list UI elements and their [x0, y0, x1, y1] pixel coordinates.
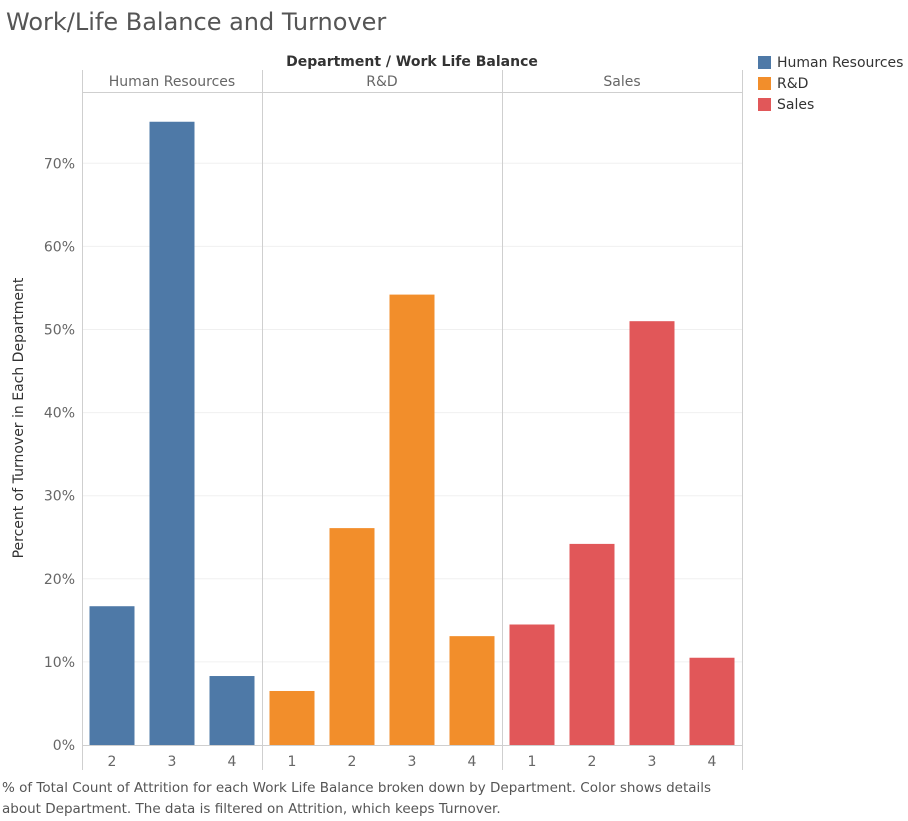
x-tick-label: 4 — [228, 754, 237, 770]
bar — [449, 636, 495, 745]
x-tick-label: 4 — [468, 754, 477, 770]
legend-label: Sales — [777, 96, 815, 113]
bar — [209, 676, 255, 745]
bar — [629, 321, 675, 745]
x-tick-label: 3 — [408, 754, 417, 770]
bar — [269, 690, 315, 745]
y-tick-label: 70% — [44, 156, 75, 172]
chart-title: Work/Life Balance and Turnover — [6, 8, 387, 36]
bar — [569, 543, 615, 745]
legend-swatch-sales — [758, 98, 771, 111]
y-tick-label: 20% — [44, 572, 75, 588]
y-tick-label: 40% — [44, 406, 75, 422]
panel-header-title: Department / Work Life Balance — [286, 54, 538, 70]
x-tick-label: 1 — [288, 754, 297, 770]
legend-label: R&D — [777, 75, 809, 92]
x-tick-label: 2 — [348, 754, 357, 770]
bar — [329, 528, 375, 745]
y-tick-label: 50% — [44, 323, 75, 339]
bar — [689, 657, 735, 745]
legend: Human Resources R&D Sales — [758, 52, 903, 115]
y-tick-label: 0% — [53, 738, 75, 754]
legend-label: Human Resources — [777, 54, 904, 71]
chart-caption: % of Total Count of Attrition for each W… — [2, 780, 712, 817]
x-tick-label: 2 — [108, 754, 117, 770]
legend-item-human-resources[interactable]: Human Resources — [758, 52, 903, 73]
x-tick-label: 4 — [708, 754, 717, 770]
legend-swatch-rd — [758, 77, 771, 90]
bar — [389, 294, 435, 745]
panel-label: Human Resources — [109, 74, 235, 90]
x-tick-label: 3 — [648, 754, 657, 770]
legend-item-rd[interactable]: R&D — [758, 73, 903, 94]
bar — [149, 121, 195, 745]
panel-label: R&D — [366, 74, 397, 90]
x-tick-label: 2 — [588, 754, 597, 770]
x-tick-label: 1 — [528, 754, 537, 770]
y-axis-label: Percent of Turnover in Each Department — [11, 277, 27, 558]
y-tick-label: 10% — [44, 655, 75, 671]
y-tick-label: 60% — [44, 239, 75, 255]
legend-item-sales[interactable]: Sales — [758, 94, 903, 115]
panel-label: Sales — [603, 74, 640, 90]
bar — [89, 606, 135, 745]
legend-swatch-human-resources — [758, 56, 771, 69]
y-tick-label: 30% — [44, 489, 75, 505]
bar — [509, 624, 555, 745]
x-tick-label: 3 — [168, 754, 177, 770]
